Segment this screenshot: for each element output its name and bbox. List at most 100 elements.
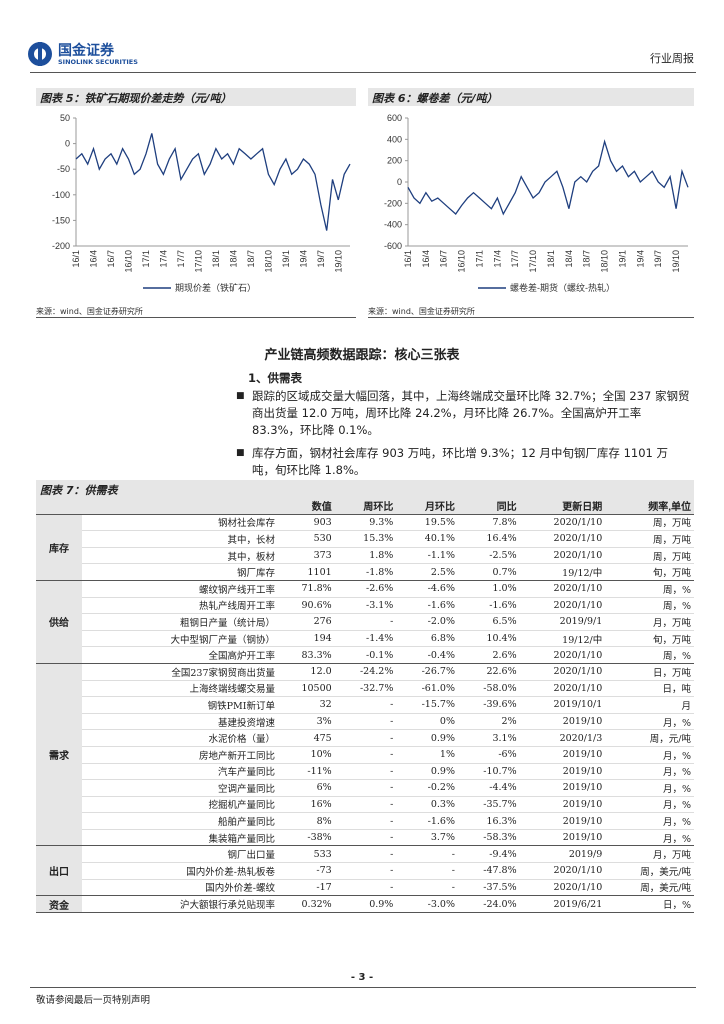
cell: 7.8% xyxy=(457,514,520,532)
row-label: 沪大额银行承兑贴现率 xyxy=(82,895,278,913)
row-label: 全国237家钢贸商出货量 xyxy=(82,663,278,681)
cell: 16.4% xyxy=(457,530,520,548)
cell: 2% xyxy=(457,713,520,731)
x-tick-label: 17/1 xyxy=(474,250,484,268)
cell: 2019/10 xyxy=(519,746,606,764)
cell: 3.7% xyxy=(396,829,458,847)
cell: 周，美元/吨 xyxy=(605,879,694,897)
x-tick-label: 17/7 xyxy=(176,250,186,268)
cell: 12.0 xyxy=(278,663,335,681)
cell: 22.6% xyxy=(457,663,520,681)
cell: 2.5% xyxy=(396,563,458,581)
x-tick-label: 16/1 xyxy=(403,250,413,268)
cell: -0.2% xyxy=(396,779,458,797)
header-cell xyxy=(36,498,82,515)
cell: -38% xyxy=(278,829,335,847)
cell: 2020/1/10 xyxy=(519,646,606,664)
table-row: 需求 全国237家钢贸商出货量 12.0 -24.2% -26.7% 22.6% 2020/… xyxy=(36,663,694,847)
cell: 2019/6/21 xyxy=(519,895,606,913)
row-label: 热轧产线周开工率 xyxy=(82,597,278,615)
cell: -15.7% xyxy=(396,696,458,714)
cell: -4.4% xyxy=(457,779,520,797)
cell: 6% xyxy=(278,779,335,797)
row-label: 集装箱产量同比 xyxy=(82,829,278,847)
x-tick-label: 16/4 xyxy=(421,250,431,268)
cell: 32 xyxy=(278,696,335,714)
cell: 10500 xyxy=(278,680,335,698)
cell: 0.9% xyxy=(334,895,397,913)
bullet-marker: ■ xyxy=(236,391,245,401)
cell: - xyxy=(334,763,397,781)
row-label: 螺纹钢产线开工率 xyxy=(82,580,278,598)
table-body: 库存 钢材社会库存 903 9.3% 19.5% 7.8% 2020/1/10 周，万吨 其中，… xyxy=(36,514,694,913)
cell: 月，% xyxy=(605,812,694,830)
cell: 19/12/中 xyxy=(519,563,606,581)
report-type: 行业周报 xyxy=(650,52,694,65)
row-label: 粗钢日产量（统计局） xyxy=(82,613,278,631)
cell: 2020/1/10 xyxy=(519,514,606,532)
bullet-item: ■ 库存方面，钢材社会库存 903 万吨，环比增 9.3%；12 月中旬钢厂库存 … xyxy=(236,445,690,479)
x-tick-label: 19/7 xyxy=(653,250,663,268)
cell: -47.8% xyxy=(457,862,520,880)
cell: 2019/10 xyxy=(519,763,606,781)
table-title: 图表 7：供需表 xyxy=(36,480,694,498)
cell: 71.8% xyxy=(278,580,335,598)
table-row: 库存 钢材社会库存 903 9.3% 19.5% 7.8% 2020/1/10 周，万吨 xyxy=(36,514,694,581)
cell: - xyxy=(334,812,397,830)
cell: 2020/1/10 xyxy=(519,580,606,598)
cell: 周，% xyxy=(605,597,694,615)
x-tick-label: 18/1 xyxy=(546,250,556,268)
cell: 3% xyxy=(278,713,335,731)
y-tick-label: 50 xyxy=(60,113,70,123)
y-tick-label: 600 xyxy=(387,113,402,123)
table-row: 水泥价格（量） 475-0.9% 3.1% 2020/1/3 周，元/吨 xyxy=(36,729,694,747)
header-cell: 月环比 xyxy=(396,498,458,515)
cell: 月，% xyxy=(605,796,694,814)
cell: -61.0% xyxy=(396,680,458,698)
cell: 日，万吨 xyxy=(605,663,694,681)
cell: 0.7% xyxy=(457,563,520,581)
y-tick-label: -200 xyxy=(52,241,70,251)
cell: 15.3% xyxy=(334,530,397,548)
row-label: 水泥价格（量） xyxy=(82,729,278,747)
table-row: 粗钢日产量（统计局） 276- -2.0% 6.5% 2019/9/1 月，万吨 xyxy=(36,613,694,631)
logo-mark xyxy=(28,42,52,66)
x-tick-label: 16/7 xyxy=(439,250,449,268)
chart-title: 图表 6：螺卷差（元/吨） xyxy=(368,88,694,106)
cell: -10.7% xyxy=(457,763,520,781)
cell: -26.7% xyxy=(396,663,458,681)
cell: 3.1% xyxy=(457,729,520,747)
cell: 903 xyxy=(278,514,335,532)
cell: 周，万吨 xyxy=(605,530,694,548)
disclaimer: 敬请参阅最后一页特别声明 xyxy=(36,995,151,1006)
table-row: 全国高炉开工率 83.3% -0.1% -0.4% 2.6% 2020/1/10 周，% xyxy=(36,646,694,664)
cell: -39.6% xyxy=(457,696,520,714)
table-row: 空调产量同比 6% - -0.2% -4.4% 2019/10 月，% xyxy=(36,779,694,797)
cell: -35.7% xyxy=(457,796,520,814)
cell: - xyxy=(334,862,397,880)
cell: - xyxy=(334,829,397,847)
section-title: 产业链高频数据跟踪：核心三张表 xyxy=(264,348,460,363)
cell: 6.5% xyxy=(457,613,520,631)
cell: 月 xyxy=(605,696,694,714)
table-row: 基建投资增速 3% -0% 2% 2019/10 月，% xyxy=(36,713,694,731)
cell: -4.6% xyxy=(396,580,458,598)
cell: -58.3% xyxy=(457,829,520,847)
x-tick-label: 19/4 xyxy=(635,250,645,268)
group-cell: 需求 xyxy=(36,663,82,847)
cell: 2.6% xyxy=(457,646,520,664)
y-tick-label: -150 xyxy=(52,215,70,225)
cell: - xyxy=(396,862,458,880)
cell: 2020/1/10 xyxy=(519,597,606,615)
cell: 2019/10 xyxy=(519,713,606,731)
cell: 周，万吨 xyxy=(605,514,694,532)
table-row: 出口 钢厂出口量 533- - -9.4% 2019/9 月，万吨 xyxy=(36,845,694,897)
cell: 8% xyxy=(278,812,335,830)
cell: 9.3% xyxy=(334,514,397,532)
cell: 月，% xyxy=(605,829,694,847)
source: 来源：wind、国金证券研究所 xyxy=(368,307,475,316)
table-row: 集装箱产量同比 -38% -3.7% -58.3% 2019/10 月，% xyxy=(36,829,694,847)
cell: -58.0% xyxy=(457,680,520,698)
cell: - xyxy=(334,613,397,631)
